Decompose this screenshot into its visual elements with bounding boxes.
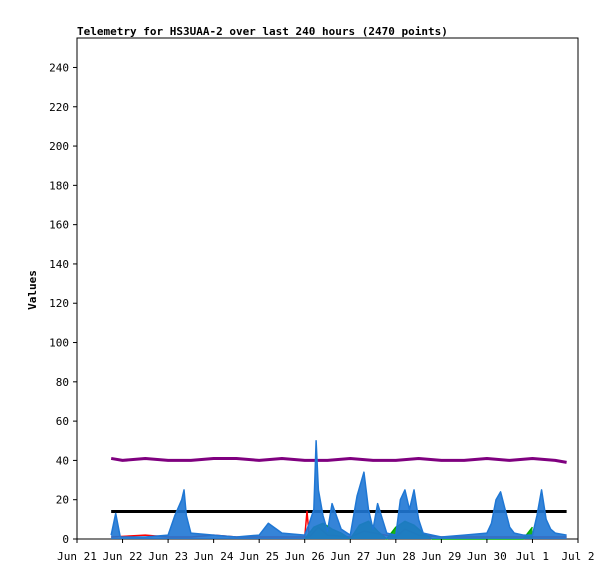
x-tick-label: Jul 1 [516, 550, 549, 563]
plot-frame [76, 37, 579, 540]
y-tick-label: 200 [49, 140, 69, 153]
y-tick-label: 140 [49, 258, 69, 271]
y-tick-label: 160 [49, 219, 69, 232]
series-layer [110, 440, 567, 540]
x-tick-label: Jul 2 [561, 550, 594, 563]
x-axis: Jun 21 Jun 22 Jun 23 Jun 24 Jun 25 Jun 26 Jun … [57, 539, 595, 563]
chart-title: Telemetry for HS3UAA-2 over last 240 hou… [77, 25, 448, 38]
x-tick-label: Jun 25 [239, 550, 279, 563]
series-5-line [110, 440, 567, 538]
x-tick-label: Jun 23 [148, 550, 188, 563]
y-tick-label: 220 [49, 101, 69, 114]
x-tick-label: Jun 22 [103, 550, 143, 563]
x-tick-label: Jun 24 [194, 550, 234, 563]
x-tick-label: Jun 30 [467, 550, 507, 563]
y-tick-label: 60 [56, 415, 69, 428]
y-tick-label: 100 [49, 337, 69, 350]
y-tick-label: 40 [56, 454, 69, 467]
y-tick-label: 120 [49, 297, 69, 310]
y-tick-label: 20 [56, 494, 69, 507]
y-tick-label: 80 [56, 376, 69, 389]
y-tick-label: 0 [62, 533, 69, 546]
y-axis-label: Values [26, 270, 39, 310]
y-axis: 0 20 40 60 80 100 120 140 160 180 200 220 240 [49, 61, 77, 546]
y-tick-label: 180 [49, 179, 69, 192]
series-1-line [110, 456, 567, 464]
y-tick-label: 240 [49, 61, 69, 74]
x-tick-label: Jun 21 [57, 550, 97, 563]
x-tick-label: Jun 29 [421, 550, 461, 563]
x-tick-label: Jun 28 [376, 550, 416, 563]
x-tick-label: Jun 26 [285, 550, 325, 563]
x-tick-label: Jun 27 [330, 550, 370, 563]
